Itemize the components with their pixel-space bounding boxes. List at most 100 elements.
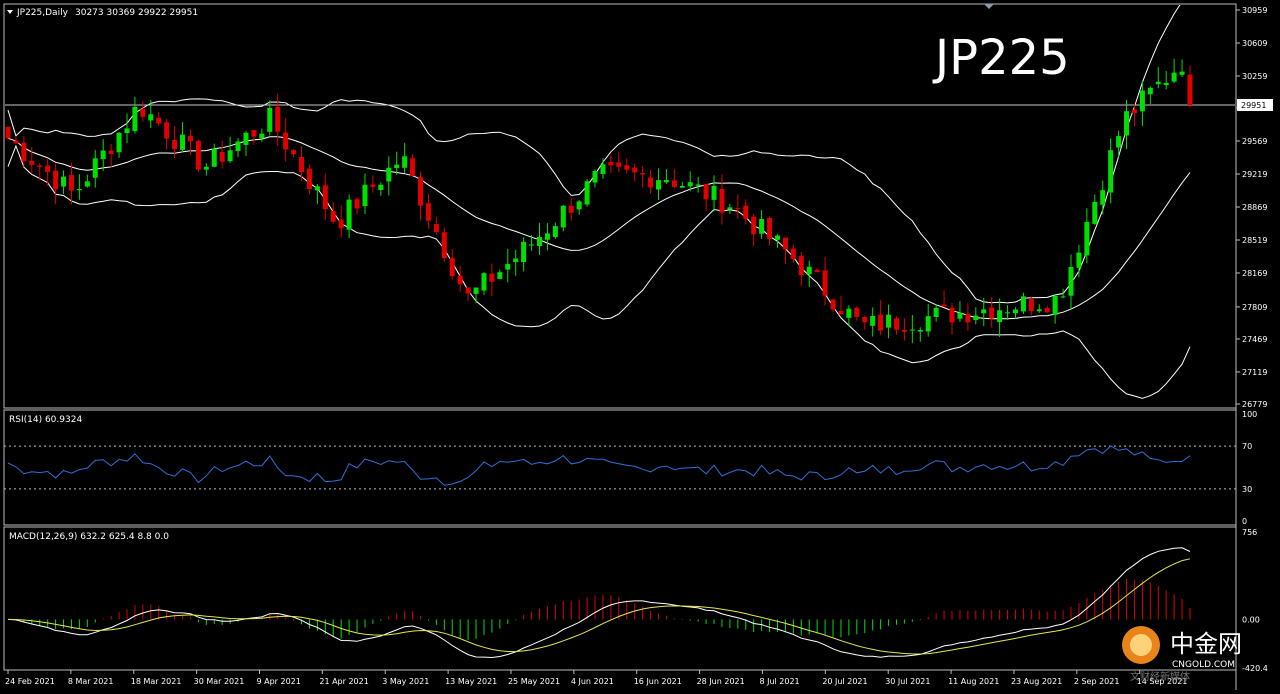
candle-body: [568, 205, 574, 213]
candle-body: [671, 180, 677, 187]
candle-body: [981, 309, 987, 314]
date-tick-label: 30 Jul 2021: [885, 677, 930, 686]
macd-tick-label: 756: [1242, 528, 1257, 537]
candle-body: [608, 161, 614, 166]
candle-body: [1155, 81, 1161, 85]
candle-body: [211, 148, 217, 167]
candle-body: [108, 150, 114, 154]
candle-body: [822, 270, 828, 296]
coin-logo-inner: [1130, 634, 1152, 656]
candle-body: [370, 184, 376, 187]
date-tick-label: 4 Jun 2021: [571, 677, 614, 686]
rsi-tick-label: 70: [1242, 442, 1252, 451]
candle-body: [457, 275, 463, 285]
candle-body: [362, 184, 368, 207]
candle-body: [410, 158, 416, 176]
big-title: JP225: [932, 30, 1070, 86]
candle-body: [973, 315, 979, 320]
candle-body: [76, 189, 82, 191]
candle-body: [719, 189, 725, 213]
candle-body: [227, 150, 233, 162]
price-tick-label: 28519: [1242, 236, 1267, 245]
price-tick-label: 30959: [1242, 6, 1267, 15]
candle-body: [886, 314, 892, 328]
candle-body: [243, 132, 249, 145]
candle-body: [116, 132, 122, 153]
candle-body: [560, 205, 566, 228]
candle-body: [441, 232, 447, 259]
candle-body: [600, 164, 606, 175]
candle-body: [751, 216, 757, 235]
candle-body: [235, 141, 241, 152]
candle-body: [838, 311, 844, 315]
candle-body: [1124, 111, 1130, 136]
candle-body: [402, 156, 408, 168]
candle-body: [394, 164, 400, 169]
macd-tick-label: 0.00: [1242, 615, 1260, 624]
symbol-label: JP225,Daily: [16, 8, 69, 18]
candle-body: [576, 201, 582, 210]
candle-body: [291, 150, 297, 155]
candle-body: [1068, 267, 1074, 296]
candle-body: [433, 224, 439, 233]
candle-body: [1076, 252, 1082, 268]
candle-body: [283, 132, 289, 150]
macd-panel: [7, 547, 1191, 659]
candle-body: [782, 237, 788, 250]
date-tick-label: 13 May 2021: [445, 677, 497, 686]
candle-body: [203, 166, 209, 170]
candle-body: [489, 273, 495, 282]
candle-body: [1060, 296, 1066, 298]
macd-signal-line: [7, 558, 1191, 655]
candle-body: [187, 135, 193, 142]
price-tick-label: 30609: [1242, 39, 1267, 48]
candle-body: [679, 186, 685, 188]
candle-body: [949, 307, 955, 323]
candle-body: [925, 316, 931, 332]
candle-body: [830, 299, 836, 310]
candle-body: [711, 185, 717, 200]
candle-body: [552, 226, 558, 238]
bollinger-upper-line: [7, 5, 1181, 304]
candle-body: [537, 237, 543, 247]
candle-body: [529, 244, 535, 246]
candle-body: [1100, 190, 1106, 205]
price-tick-label: 28169: [1242, 269, 1267, 278]
candle-body: [870, 315, 876, 326]
candle-body: [37, 165, 43, 167]
date-tick-label: 16 Jun 2021: [634, 677, 682, 686]
scroll-marker-icon[interactable]: [984, 4, 994, 9]
candle-body: [378, 184, 384, 191]
chart-menu-icon[interactable]: [7, 10, 13, 14]
candle-body: [1171, 72, 1177, 82]
candle-body: [909, 329, 915, 331]
candle-body: [862, 317, 868, 323]
candle-body: [695, 184, 701, 186]
bollinger-lower-line: [7, 144, 1191, 399]
price-tick-label: 29569: [1242, 137, 1267, 146]
candle-body: [497, 272, 503, 279]
date-tick-label: 20 Jul 2021: [822, 677, 867, 686]
rsi-label: RSI(14) 60.9324: [9, 415, 82, 425]
candle-body: [140, 109, 146, 117]
candle-body: [148, 114, 154, 121]
candle-body: [1187, 74, 1193, 106]
candle-body: [346, 199, 352, 230]
candle-body: [814, 269, 820, 273]
candle-body: [893, 318, 899, 330]
candle-body: [640, 172, 646, 175]
candle-body: [306, 168, 312, 189]
candle-body: [997, 310, 1003, 323]
candle-body: [267, 107, 273, 132]
candle-body: [386, 167, 392, 182]
candle-body: [584, 181, 590, 205]
price-tick-label: 27809: [1242, 303, 1267, 312]
candle-body: [322, 185, 328, 210]
candle-body: [195, 140, 201, 170]
candle-body: [687, 182, 693, 187]
candle-body: [100, 150, 106, 160]
date-tick-label: 23 Aug 2021: [1011, 677, 1062, 686]
candle-body: [1147, 87, 1153, 95]
candle-body: [1028, 298, 1034, 312]
